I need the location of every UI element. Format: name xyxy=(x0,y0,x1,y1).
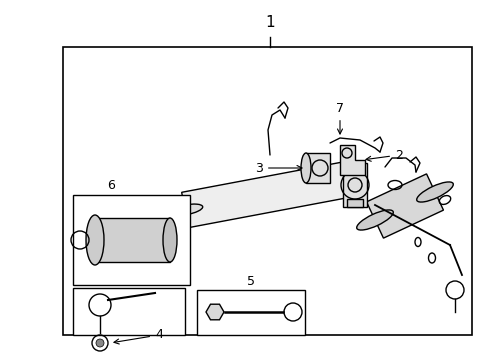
Bar xyxy=(63,47,471,335)
Ellipse shape xyxy=(163,218,177,262)
Bar xyxy=(73,195,190,285)
Ellipse shape xyxy=(301,153,310,183)
Text: 6: 6 xyxy=(107,179,115,192)
Bar xyxy=(73,288,184,335)
Text: 1: 1 xyxy=(264,14,274,30)
Ellipse shape xyxy=(167,204,203,216)
Polygon shape xyxy=(339,145,364,175)
Circle shape xyxy=(96,339,104,347)
Text: 2: 2 xyxy=(365,149,402,162)
Bar xyxy=(342,163,366,207)
Bar xyxy=(346,163,362,171)
Ellipse shape xyxy=(416,182,452,202)
Text: 4: 4 xyxy=(114,328,163,344)
Bar xyxy=(305,153,329,183)
Bar xyxy=(346,199,362,207)
Ellipse shape xyxy=(86,215,104,265)
Bar xyxy=(197,290,305,335)
Text: 3: 3 xyxy=(255,162,302,175)
Bar xyxy=(95,218,170,262)
Polygon shape xyxy=(182,160,358,228)
Text: 7: 7 xyxy=(335,102,343,134)
Ellipse shape xyxy=(356,210,392,230)
Text: 5: 5 xyxy=(246,275,254,288)
Polygon shape xyxy=(366,174,443,238)
